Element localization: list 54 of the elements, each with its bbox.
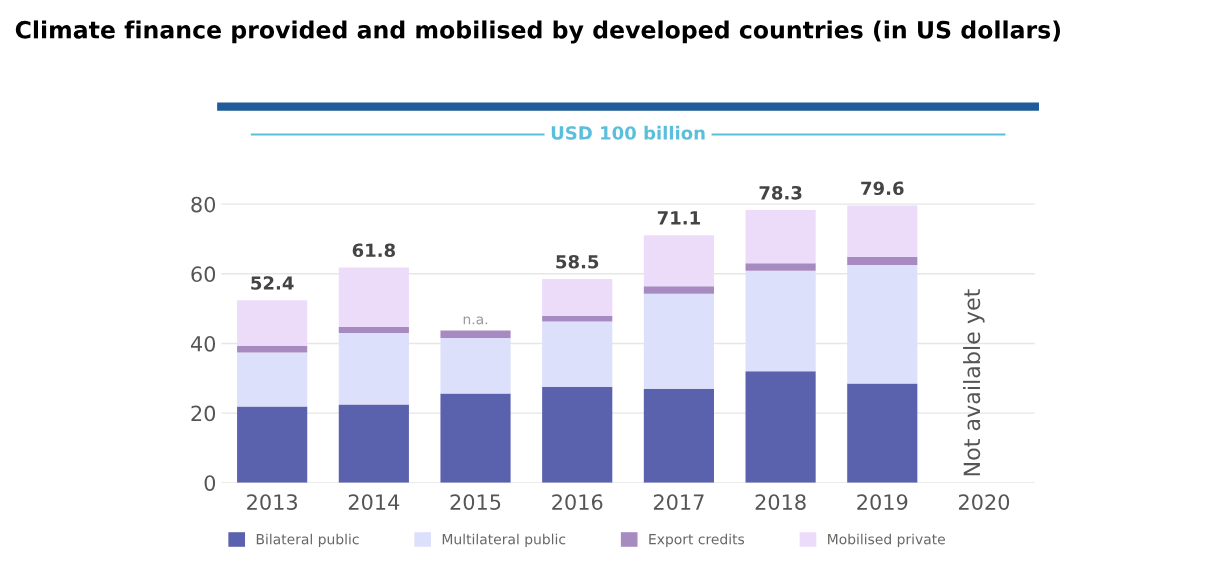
x-tick-label: 2016 xyxy=(552,494,603,510)
bar xyxy=(237,406,308,483)
x-tick-label: 2020 xyxy=(958,494,1010,510)
bar xyxy=(237,345,308,353)
legend-label: Mobilised private xyxy=(828,533,945,548)
bar xyxy=(440,330,511,338)
bar xyxy=(338,333,409,405)
legend-label: Multilateral public xyxy=(442,533,566,548)
total-label: 58.5 xyxy=(556,254,599,269)
legend-label: Bilateral public xyxy=(256,533,359,548)
total-label: 61.8 xyxy=(352,243,395,258)
x-tick-label: 2018 xyxy=(755,494,806,510)
ref-line-label: USD 100 billion xyxy=(551,125,705,140)
y-tick-label: 40 xyxy=(190,335,216,352)
total-label: 52.4 xyxy=(251,276,294,290)
bar xyxy=(643,235,714,287)
total-label: 71.1 xyxy=(657,211,700,225)
x-tick-label: 2015 xyxy=(450,494,501,510)
bar xyxy=(745,210,816,264)
bar xyxy=(338,267,409,328)
x-tick-label: 2013 xyxy=(247,494,297,510)
bar xyxy=(440,337,511,394)
y-tick-label: 60 xyxy=(191,266,216,283)
total-label: 79.6 xyxy=(861,181,904,196)
bar xyxy=(847,265,918,384)
total-label: 78.3 xyxy=(759,185,802,200)
bar xyxy=(643,388,714,483)
bar xyxy=(745,270,816,372)
bar xyxy=(237,352,308,407)
bar xyxy=(745,263,816,271)
annotation: n.a. xyxy=(463,316,488,325)
bar xyxy=(847,205,918,258)
bar xyxy=(745,371,816,483)
y-tick-label: 0 xyxy=(204,475,216,491)
bar xyxy=(847,383,918,483)
bar xyxy=(643,286,714,294)
bar xyxy=(542,321,613,387)
chart-title: Climate finance provided and mobilised by developed countries (in US dollars) xyxy=(15,20,1060,44)
bar xyxy=(237,300,308,346)
bar xyxy=(440,393,511,483)
bar xyxy=(338,327,409,334)
bar xyxy=(643,293,714,389)
bar xyxy=(542,315,613,322)
annotation: Not available yet xyxy=(963,289,985,476)
bar xyxy=(338,404,409,483)
y-tick-label: 80 xyxy=(191,196,216,213)
y-tick-label: 20 xyxy=(191,405,216,422)
x-tick-label: 2017 xyxy=(653,494,704,510)
x-tick-label: 2014 xyxy=(348,494,400,510)
bar xyxy=(542,386,613,483)
x-tick-label: 2019 xyxy=(857,494,908,510)
bar xyxy=(847,257,918,266)
bar xyxy=(542,279,613,316)
legend-label: Export credits xyxy=(649,533,745,548)
